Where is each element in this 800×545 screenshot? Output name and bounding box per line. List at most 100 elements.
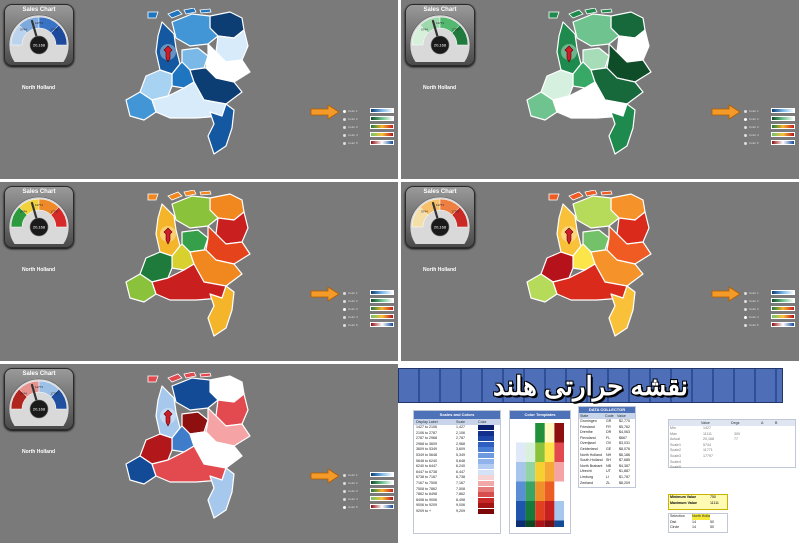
province-overijssel[interactable] (606, 225, 652, 265)
color-swatch[interactable] (370, 322, 394, 327)
color-option[interactable]: Color 3 (343, 488, 365, 496)
color-option[interactable]: Color 5 (744, 322, 766, 330)
province-limburg[interactable] (207, 467, 235, 519)
province-overijssel[interactable] (205, 407, 251, 447)
radio-button[interactable] (744, 316, 747, 319)
color-option[interactable]: Color 5 (343, 504, 365, 512)
color-option[interactable]: Color 2 (744, 116, 766, 124)
color-option[interactable]: Color 2 (343, 480, 365, 488)
color-option[interactable]: Color 4 (343, 314, 365, 322)
color-option[interactable]: Color 4 (343, 132, 365, 140)
color-option[interactable]: Color 5 (343, 322, 365, 330)
radio-button[interactable] (744, 308, 747, 311)
radio-button[interactable] (744, 134, 747, 137)
gauge-tick-label: 11771 (35, 385, 43, 389)
netherlands-heatmap[interactable] (122, 190, 262, 340)
color-option[interactable]: Color 1 (744, 108, 766, 116)
radio-button[interactable] (343, 490, 346, 493)
province-limburg[interactable] (608, 285, 636, 337)
color-swatch[interactable] (370, 472, 394, 477)
province-overijssel[interactable] (205, 43, 251, 83)
collector-state: North Brabant (580, 463, 603, 468)
color-swatch[interactable] (370, 298, 394, 303)
color-swatch[interactable] (370, 488, 394, 493)
netherlands-heatmap[interactable] (122, 372, 262, 522)
color-option[interactable]: Color 1 (343, 290, 365, 298)
radio-button[interactable] (343, 134, 346, 137)
color-swatch[interactable] (771, 314, 795, 319)
color-swatch[interactable] (771, 124, 795, 129)
color-swatch[interactable] (771, 322, 795, 327)
radio-button[interactable] (343, 142, 346, 145)
color-option[interactable]: Color 5 (744, 140, 766, 148)
radio-button[interactable] (343, 126, 346, 129)
color-swatch[interactable] (771, 298, 795, 303)
color-swatch[interactable] (771, 116, 795, 121)
radio-button[interactable] (744, 126, 747, 129)
color-swatch[interactable] (370, 504, 394, 509)
color-option[interactable]: Color 3 (744, 306, 766, 314)
radio-button[interactable] (343, 300, 346, 303)
province-overijssel[interactable] (606, 43, 652, 83)
radio-button[interactable] (343, 498, 346, 501)
values-row: Actual 20,168 77 (669, 437, 795, 443)
color-swatch[interactable] (370, 116, 394, 121)
color-swatch[interactable] (370, 132, 394, 137)
radio-button[interactable] (343, 506, 346, 509)
collector-row: North Brabant NB $4,387 (579, 464, 635, 470)
color-option[interactable]: Color 4 (744, 314, 766, 322)
radio-button[interactable] (744, 324, 747, 327)
radio-button[interactable] (343, 316, 346, 319)
province-limburg[interactable] (207, 285, 235, 337)
radio-button[interactable] (744, 110, 747, 113)
selection-label: Selection (670, 514, 685, 518)
color-swatch[interactable] (771, 140, 795, 145)
color-option[interactable]: Color 1 (744, 290, 766, 298)
color-option[interactable]: Color 1 (343, 472, 365, 480)
color-swatch[interactable] (370, 290, 394, 295)
color-swatch[interactable] (370, 108, 394, 113)
color-swatch[interactable] (370, 124, 394, 129)
color-option[interactable]: Color 3 (343, 124, 365, 132)
province-overijssel[interactable] (205, 225, 251, 265)
color-swatch[interactable] (370, 480, 394, 485)
province-limburg[interactable] (608, 103, 636, 155)
radio-button[interactable] (744, 292, 747, 295)
color-option[interactable]: Color 5 (343, 140, 365, 148)
color-option[interactable]: Color 2 (343, 116, 365, 124)
netherlands-heatmap[interactable] (122, 8, 262, 158)
radio-button[interactable] (343, 324, 346, 327)
color-option[interactable]: Color 4 (744, 132, 766, 140)
radio-button[interactable] (744, 118, 747, 121)
radio-button[interactable] (343, 118, 346, 121)
gauge-tick-label: 17797 (50, 391, 59, 395)
radio-button[interactable] (744, 300, 747, 303)
radio-button[interactable] (343, 110, 346, 113)
netherlands-heatmap[interactable] (523, 8, 663, 158)
values-value: 11111 (703, 431, 712, 436)
color-swatch[interactable] (370, 314, 394, 319)
color-swatch[interactable] (370, 306, 394, 311)
template-swatch-cell (535, 462, 545, 469)
color-option[interactable]: Color 4 (343, 496, 365, 504)
color-option[interactable]: Color 1 (343, 108, 365, 116)
scale-color-cell (478, 497, 494, 503)
color-option[interactable]: Color 3 (744, 124, 766, 132)
color-swatch[interactable] (771, 132, 795, 137)
color-swatch[interactable] (370, 496, 394, 501)
color-swatch[interactable] (771, 108, 795, 113)
color-option-label: Color 1 (749, 109, 759, 113)
netherlands-heatmap[interactable] (523, 190, 663, 340)
color-swatch[interactable] (771, 290, 795, 295)
color-swatch[interactable] (370, 140, 394, 145)
radio-button[interactable] (343, 292, 346, 295)
radio-button[interactable] (343, 308, 346, 311)
radio-button[interactable] (343, 482, 346, 485)
color-option[interactable]: Color 3 (343, 306, 365, 314)
radio-button[interactable] (343, 474, 346, 477)
color-swatch[interactable] (771, 306, 795, 311)
color-option[interactable]: Color 2 (744, 298, 766, 306)
radio-button[interactable] (744, 142, 747, 145)
color-option[interactable]: Color 2 (343, 298, 365, 306)
province-limburg[interactable] (207, 103, 235, 155)
